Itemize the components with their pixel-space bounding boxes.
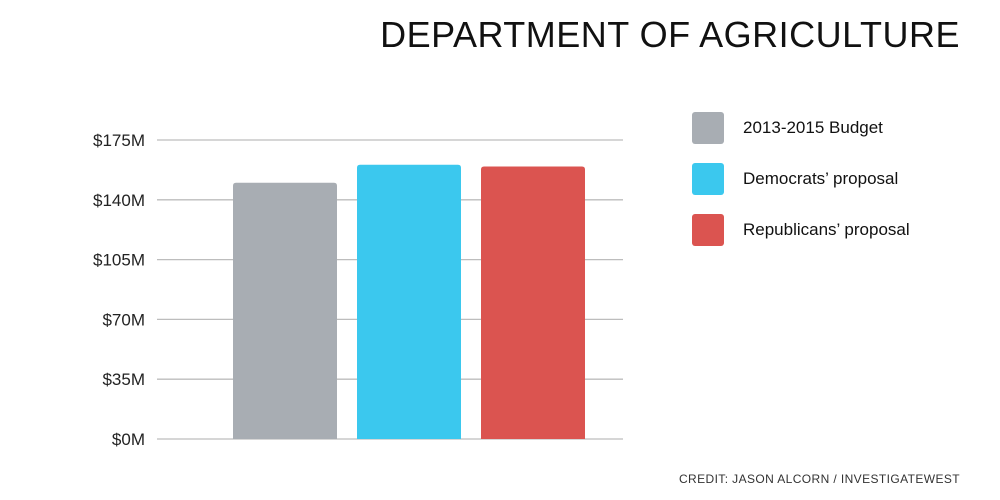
y-tick-label: $175M xyxy=(93,131,145,150)
y-axis-tick-labels: $0M $35M $70M $105M $140M $175M xyxy=(93,131,145,449)
legend-item: 2013-2015 Budget xyxy=(692,112,910,144)
legend-item: Democrats’ proposal xyxy=(692,163,910,195)
y-tick-label: $70M xyxy=(102,310,145,329)
bar-republicans-proposal xyxy=(481,166,585,440)
legend-item: Republicans’ proposal xyxy=(692,214,910,246)
gridlines xyxy=(157,139,623,440)
y-tick-label: $35M xyxy=(102,370,145,389)
y-tick-label: $140M xyxy=(93,191,145,210)
legend-swatch xyxy=(692,214,724,246)
bars xyxy=(233,164,585,440)
legend-swatch xyxy=(692,163,724,195)
credit-line: CREDIT: JASON ALCORN / INVESTIGATEWEST xyxy=(678,472,960,486)
legend-label: 2013-2015 Budget xyxy=(743,118,883,137)
bar-democrats-proposal xyxy=(357,164,461,439)
y-tick-label: $0M xyxy=(112,430,145,449)
legend-label: Democrats’ proposal xyxy=(743,169,899,188)
chart-title: DEPARTMENT OF AGRICULTURE xyxy=(380,14,960,55)
legend-swatch xyxy=(692,112,724,144)
legend: 2013-2015 Budget Democrats’ proposal Repub… xyxy=(692,112,910,265)
bar-2013-2015-budget xyxy=(233,182,337,439)
y-tick-label: $105M xyxy=(93,251,145,270)
legend-label: Republicans’ proposal xyxy=(743,220,910,239)
